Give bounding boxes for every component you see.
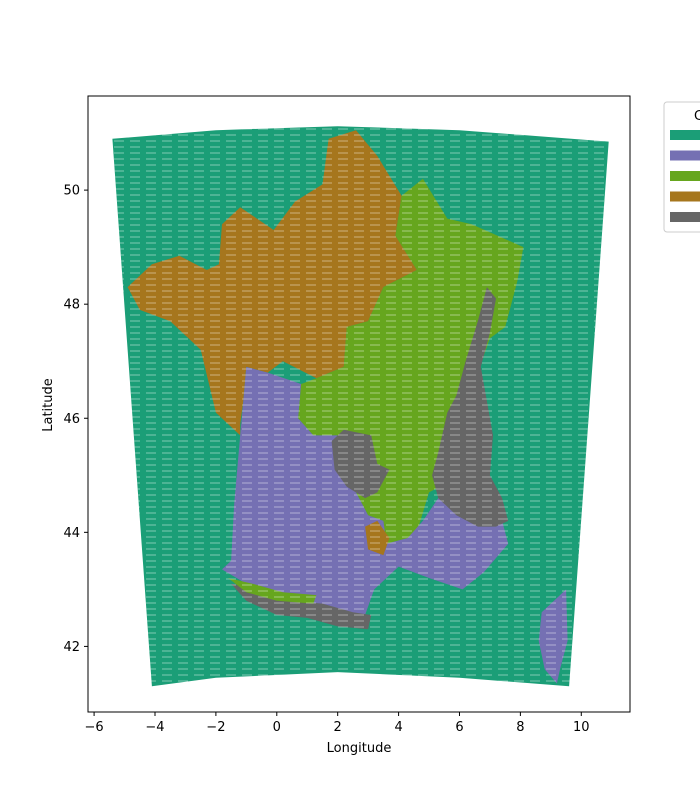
legend-swatch-class-0	[670, 130, 700, 140]
legend-swatch-class-2	[670, 171, 700, 181]
x-tick-label: −2	[206, 720, 225, 735]
y-tick-label: 46	[63, 412, 80, 427]
x-tick-label: 10	[573, 720, 590, 735]
x-tick-label: 8	[516, 720, 524, 735]
x-axis: −6 −4 −2 0 2 4 6 8 10	[85, 712, 590, 735]
y-axis: 42 44 46 48 50	[63, 184, 88, 655]
x-tick-label: −6	[85, 720, 104, 735]
x-tick-label: 6	[455, 720, 463, 735]
grid-cell-texture	[112, 126, 609, 687]
y-axis-label: Latitude	[41, 378, 56, 432]
x-tick-label: 0	[273, 720, 281, 735]
y-tick-label: 50	[63, 184, 80, 199]
x-tick-label: 2	[334, 720, 342, 735]
legend-title: C	[694, 109, 700, 124]
x-tick-label: −4	[145, 720, 164, 735]
plot-frame	[87, 95, 631, 713]
legend: C	[663, 101, 700, 233]
legend-items	[670, 130, 700, 222]
plot-area	[112, 126, 609, 687]
legend-swatch-class-4	[670, 212, 700, 222]
y-tick-label: 42	[63, 640, 80, 655]
y-tick-label: 48	[63, 298, 80, 313]
x-axis-label: Longitude	[327, 741, 392, 756]
x-tick-label: 4	[394, 720, 402, 735]
y-tick-label: 44	[63, 526, 80, 541]
legend-swatch-class-1	[670, 150, 700, 161]
legend-swatch-class-3	[670, 191, 700, 202]
